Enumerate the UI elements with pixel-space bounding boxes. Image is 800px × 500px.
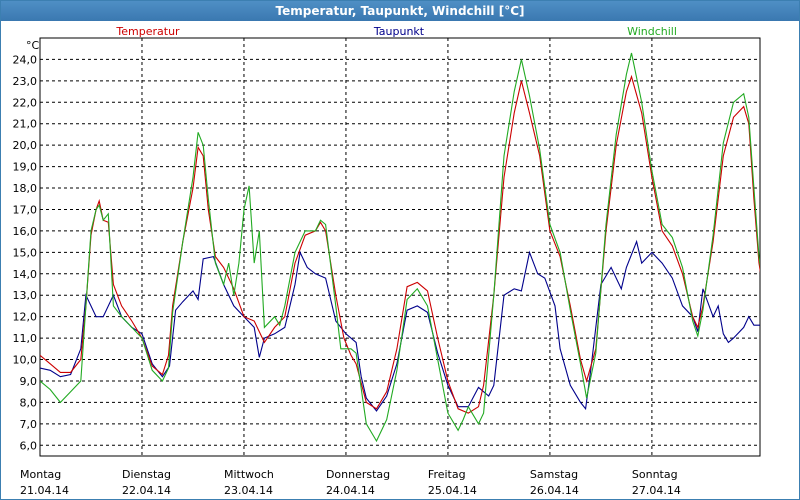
x-tick-day: Samstag [530,468,578,481]
y-tick-label: 8,0 [20,396,38,409]
x-tick-day: Mittwoch [224,468,274,481]
legend: Temperatur Taupunkt Windchill [115,25,677,38]
y-tick-label: 17,0 [13,203,38,216]
y-tick-label: 16,0 [13,225,38,238]
y-tick-label: 13,0 [13,289,38,302]
x-tick-date: 23.04.14 [224,484,273,497]
y-tick-label: 7,0 [20,418,38,431]
grid [40,38,760,456]
x-tick-day: Donnerstag [326,468,390,481]
x-tick-day: Montag [20,468,61,481]
y-tick-label: 19,0 [13,161,38,174]
x-tick-date: 21.04.14 [20,484,69,497]
x-tick-date: 26.04.14 [530,484,579,497]
y-tick-label: 23,0 [13,75,38,88]
legend-windchill: Windchill [627,25,677,38]
x-tick-day: Sonntag [632,468,678,481]
series-lines [40,52,760,443]
y-tick-label: 20,0 [13,139,38,152]
y-tick-label: 18,0 [13,182,38,195]
x-tick-date: 24.04.14 [326,484,375,497]
y-tick-label: 6,0 [20,439,38,452]
y-tick-label: 21,0 [13,118,38,131]
y-tick-label: 15,0 [13,246,38,259]
x-tick-date: 22.04.14 [122,484,171,497]
y-tick-label: 12,0 [13,311,38,324]
y-tick-label: 11,0 [13,332,38,345]
y-tick-label: 24,0 [13,53,38,66]
y-tick-labels: 6,0 7,0 8,0 9,0 10,0 11,0 12,0 13,0 14,0 15,0 16,0… [13,53,38,452]
legend-taupunkt: Taupunkt [373,25,425,38]
x-tick-date: 27.04.14 [632,484,681,497]
legend-temperatur: Temperatur [115,25,180,38]
y-axis-unit-label: °C [26,39,40,52]
y-tick-label: 9,0 [20,375,38,388]
y-tick-label: 14,0 [13,268,38,281]
y-tick-label: 10,0 [13,354,38,367]
window-title: Temperatur, Taupunkt, Windchill [°C] [1,1,799,21]
x-tick-labels: Montag 21.04.14 Dienstag 22.04.14 Mittwoch 23… [20,468,681,497]
series-line-taupunkt [40,239,760,412]
plot-border [39,37,761,457]
x-tick-date: 25.04.14 [428,484,477,497]
x-tick-day: Freitag [428,468,466,481]
x-tick-day: Dienstag [122,468,171,481]
series-line-windchill [40,52,760,443]
y-tick-label: 22,0 [13,96,38,109]
